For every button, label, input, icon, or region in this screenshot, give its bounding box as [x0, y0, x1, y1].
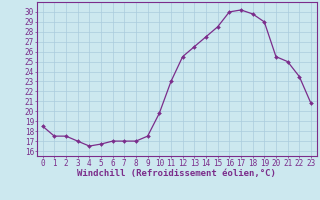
X-axis label: Windchill (Refroidissement éolien,°C): Windchill (Refroidissement éolien,°C): [77, 169, 276, 178]
